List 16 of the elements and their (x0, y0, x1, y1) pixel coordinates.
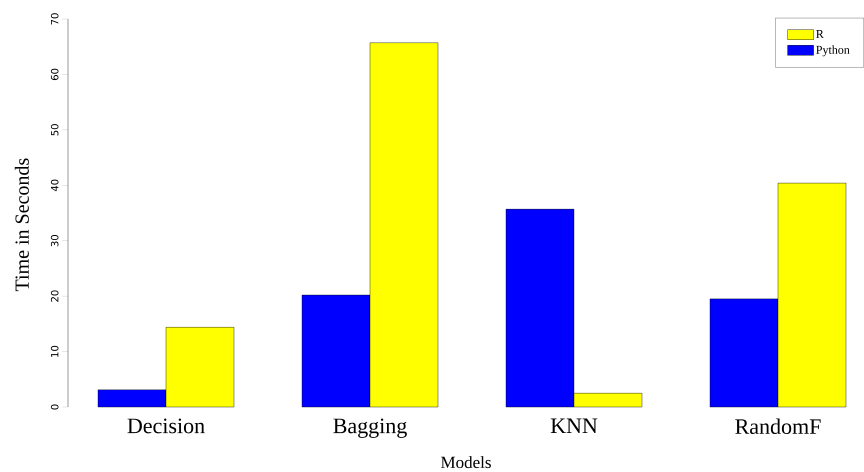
x-tick-label: KNN (550, 418, 598, 433)
y-tick-label: 20 (50, 290, 58, 302)
x-tick-label: RandomF (735, 418, 821, 434)
x-tick-label: Bagging (333, 418, 407, 438)
y-tick-label: 70 (50, 13, 58, 25)
legend-label: Python (816, 45, 850, 56)
y-axis-title: Time in Seconds (14, 158, 29, 292)
y-tick-label: 10 (50, 346, 58, 357)
y-tick-label: 30 (50, 235, 58, 246)
y-tick-label: 50 (50, 124, 58, 136)
y-tick-label: 0 (50, 404, 58, 410)
legend-label: R (816, 30, 824, 38)
x-axis-title: Models (440, 456, 491, 468)
y-tick-label: 40 (50, 180, 58, 192)
x-tick-label: Decision (128, 418, 205, 434)
y-tick-label: 60 (50, 68, 58, 80)
